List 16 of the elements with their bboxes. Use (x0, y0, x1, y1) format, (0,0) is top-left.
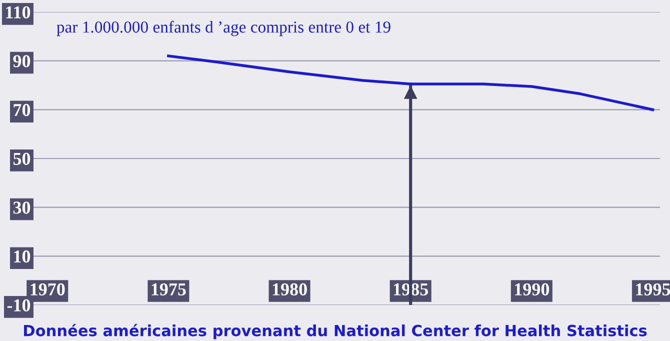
text: Données américaines provenant du National Center for Health Statistics (24, 324, 647, 340)
x-tick-label: 1980 (272, 283, 307, 296)
y-tick-label: 90 (13, 55, 30, 68)
x-tick-label: 1995 (636, 283, 670, 296)
y-tick-label: 70 (14, 104, 30, 116)
y-tick-label: 10 (14, 250, 30, 263)
line-series (167, 54, 654, 112)
x-tick-label: 1990 (515, 283, 550, 296)
y-tick-label: 30 (13, 202, 30, 214)
y-tick-label: 110 (6, 6, 30, 18)
x-tick-label: 1970 (30, 283, 65, 296)
annotation: par 1.000.000 enfants d ’age compris entre 0 et 19 (56, 20, 390, 36)
x-tick-label: 1985 (394, 283, 428, 296)
x-tick-label: 1975 (152, 283, 186, 296)
y-tick-label: -10 (7, 299, 30, 312)
y-tick-label: 50 (13, 152, 30, 165)
